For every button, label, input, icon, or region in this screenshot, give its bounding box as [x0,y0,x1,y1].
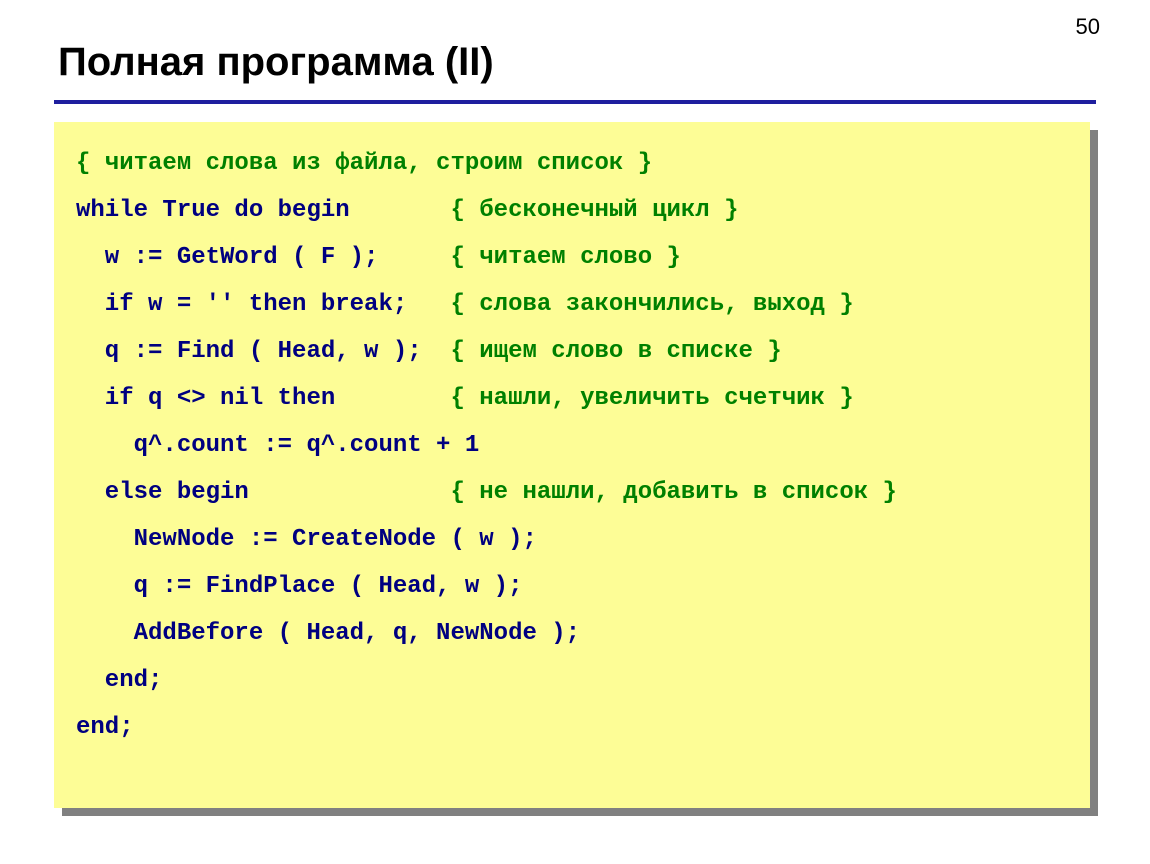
code-line: { читаем слова из файла, строим список } [76,140,1068,187]
code-text: if q <> nil then [76,385,450,412]
code-box: { читаем слова из файла, строим список }… [54,122,1090,808]
code-text: q^.count := q^.count + 1 [76,432,479,459]
code-line: else begin { не нашли, добавить в список… [76,469,1068,516]
code-comment: { бесконечный цикл } [450,197,738,224]
code-text: AddBefore ( Head, q, NewNode ); [76,620,580,647]
code-text: NewNode := CreateNode ( w ); [76,526,537,553]
code-comment: { ищем слово в списке } [450,338,781,365]
code-line: end; [76,704,1068,751]
slide-title: Полная программа (II) [58,40,494,85]
title-underline [54,100,1096,104]
page-number: 50 [1076,14,1100,40]
code-line: if w = '' then break; { слова закончилис… [76,281,1068,328]
code-text: q := Find ( Head, w ); [76,338,450,365]
code-line: while True do begin { бесконечный цикл } [76,187,1068,234]
code-line: q := FindPlace ( Head, w ); [76,563,1068,610]
code-text: end; [76,714,134,741]
code-comment: { не нашли, добавить в список } [450,479,896,506]
code-text: if w = '' then break; [76,291,450,318]
code-text: while True do begin [76,197,450,224]
code-line: AddBefore ( Head, q, NewNode ); [76,610,1068,657]
code-text: end; [76,667,162,694]
code-line: q^.count := q^.count + 1 [76,422,1068,469]
code-comment: { читаем слово } [450,244,680,271]
code-text: q := FindPlace ( Head, w ); [76,573,522,600]
code-comment: { читаем слова из файла, строим список } [76,150,652,177]
code-comment: { слова закончились, выход } [450,291,853,318]
code-line: if q <> nil then { нашли, увеличить счет… [76,375,1068,422]
code-line: NewNode := CreateNode ( w ); [76,516,1068,563]
code-line: end; [76,657,1068,704]
code-text: w := GetWord ( F ); [76,244,450,271]
code-line: w := GetWord ( F ); { читаем слово } [76,234,1068,281]
code-text: else begin [76,479,450,506]
code-comment: { нашли, увеличить счетчик } [450,385,853,412]
code-line: q := Find ( Head, w ); { ищем слово в сп… [76,328,1068,375]
